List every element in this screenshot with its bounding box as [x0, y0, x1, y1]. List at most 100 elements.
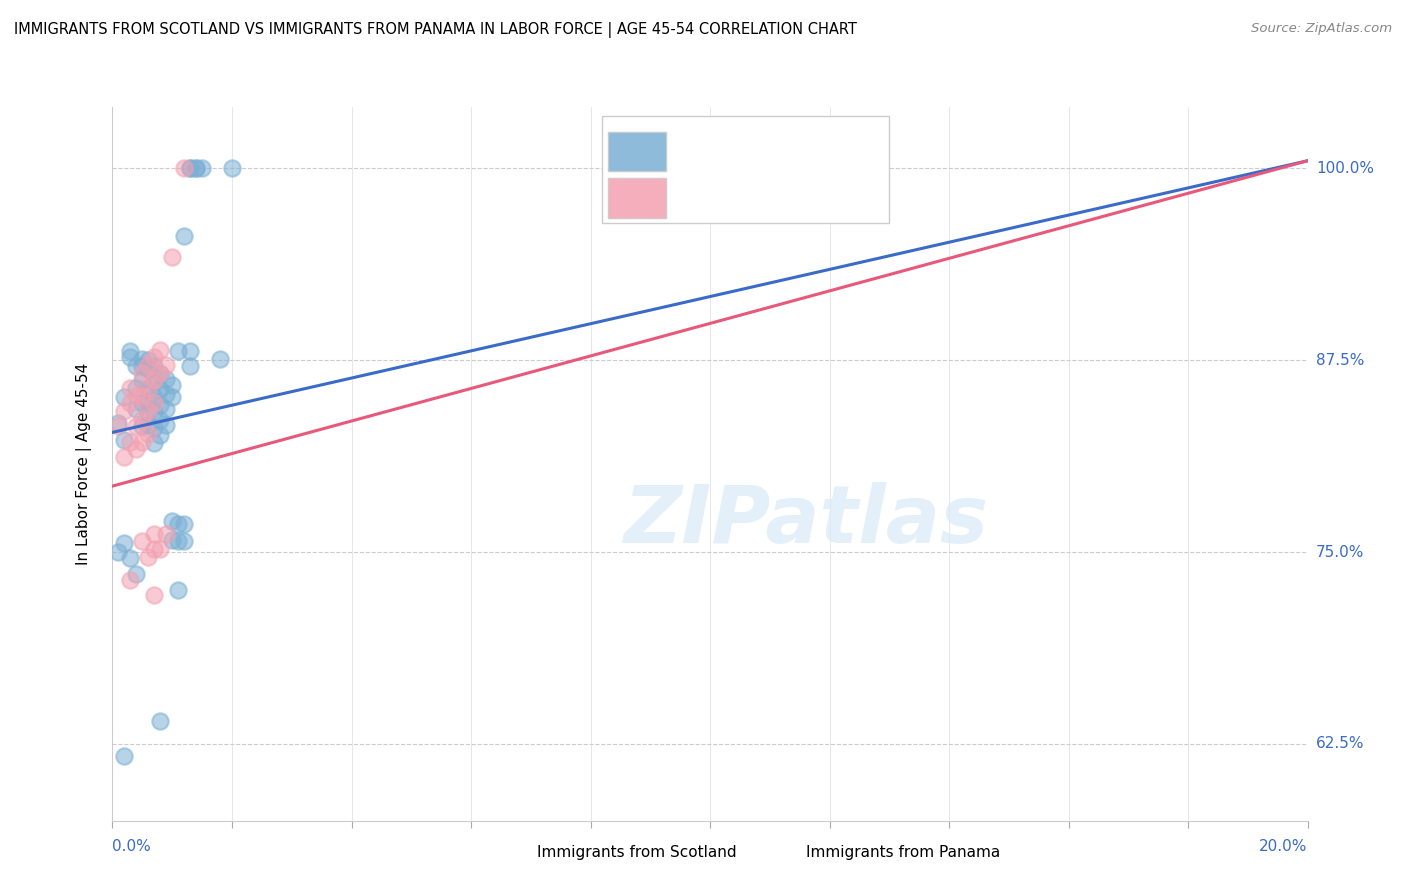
Point: [143, 375, 166, 389]
Point: [149, 366, 172, 380]
Point: [167, 517, 190, 532]
Point: [221, 161, 243, 176]
Point: [167, 583, 190, 598]
Point: [143, 541, 166, 556]
Point: [173, 161, 195, 176]
Point: [125, 566, 148, 581]
Point: [162, 377, 183, 392]
Point: [149, 398, 172, 412]
Point: [120, 344, 142, 359]
Point: [179, 161, 201, 176]
Point: [138, 353, 160, 368]
FancyBboxPatch shape: [609, 178, 666, 218]
Text: 75.0%: 75.0%: [1316, 545, 1364, 559]
Point: [179, 359, 201, 374]
Point: [107, 416, 129, 430]
Point: [173, 517, 195, 532]
Point: [143, 588, 166, 602]
Point: [162, 533, 183, 547]
Point: [125, 381, 148, 395]
Point: [120, 573, 142, 587]
Text: Source: ZipAtlas.com: Source: ZipAtlas.com: [1251, 22, 1392, 36]
Point: [167, 344, 190, 359]
Point: [131, 419, 153, 434]
Point: [125, 419, 148, 434]
Text: 61: 61: [818, 143, 841, 161]
Point: [186, 161, 208, 176]
Point: [138, 383, 160, 397]
FancyBboxPatch shape: [602, 116, 889, 223]
Text: N =: N =: [766, 143, 814, 161]
Point: [120, 381, 142, 395]
Point: [131, 534, 153, 549]
Point: [138, 362, 160, 376]
Text: 33: 33: [818, 189, 841, 207]
Point: [131, 434, 153, 449]
Point: [138, 393, 160, 408]
FancyBboxPatch shape: [763, 838, 797, 867]
Point: [138, 404, 160, 418]
Point: [155, 526, 177, 541]
Point: [143, 526, 166, 541]
Point: [131, 351, 153, 366]
Point: [143, 350, 166, 364]
Point: [149, 714, 172, 728]
Point: [138, 417, 160, 432]
Point: [131, 359, 153, 374]
Point: [131, 411, 153, 425]
Point: [179, 161, 201, 176]
Point: [131, 373, 153, 387]
Point: [114, 536, 135, 550]
Point: [125, 388, 148, 402]
Text: R =: R =: [678, 189, 714, 207]
Text: 0.381: 0.381: [723, 143, 775, 161]
Point: [143, 436, 166, 450]
Point: [155, 402, 177, 417]
Point: [138, 549, 160, 564]
Point: [107, 419, 129, 434]
Point: [114, 450, 135, 464]
Point: [162, 390, 183, 404]
Text: 62.5%: 62.5%: [1316, 737, 1364, 751]
Point: [155, 372, 177, 386]
Point: [114, 433, 135, 447]
Point: [120, 551, 142, 566]
Point: [167, 534, 190, 549]
Text: Immigrants from Panama: Immigrants from Panama: [806, 846, 1000, 860]
Point: [173, 534, 195, 549]
Text: 87.5%: 87.5%: [1316, 352, 1364, 368]
Text: R =: R =: [678, 143, 714, 161]
Point: [138, 381, 160, 395]
Point: [125, 359, 148, 374]
Point: [114, 390, 135, 404]
Point: [208, 351, 231, 366]
Point: [143, 405, 166, 419]
Point: [162, 251, 183, 265]
Y-axis label: In Labor Force | Age 45-54: In Labor Force | Age 45-54: [76, 363, 91, 565]
Point: [131, 388, 153, 402]
Text: 100.0%: 100.0%: [1316, 161, 1374, 176]
Point: [149, 343, 172, 357]
Point: [179, 344, 201, 359]
Point: [125, 402, 148, 417]
Point: [155, 358, 177, 372]
Point: [143, 396, 166, 410]
Point: [143, 421, 166, 435]
Point: [149, 413, 172, 427]
Point: [107, 545, 129, 559]
Text: IMMIGRANTS FROM SCOTLAND VS IMMIGRANTS FROM PANAMA IN LABOR FORCE | AGE 45-54 CO: IMMIGRANTS FROM SCOTLAND VS IMMIGRANTS F…: [14, 22, 856, 38]
Point: [138, 358, 160, 372]
Point: [149, 367, 172, 381]
Point: [149, 383, 172, 397]
Point: [155, 387, 177, 401]
Point: [149, 428, 172, 442]
Point: [191, 161, 214, 176]
Text: ZIPatlas: ZIPatlas: [623, 482, 988, 560]
Point: [120, 434, 142, 449]
Point: [149, 541, 172, 556]
Text: Immigrants from Scotland: Immigrants from Scotland: [537, 846, 737, 860]
Point: [162, 515, 183, 529]
FancyBboxPatch shape: [609, 132, 666, 171]
Point: [186, 161, 208, 176]
Point: [120, 396, 142, 410]
